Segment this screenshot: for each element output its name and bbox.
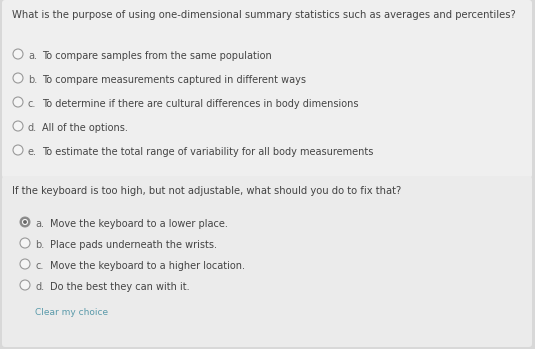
Text: To compare samples from the same population: To compare samples from the same populat…	[42, 51, 272, 61]
Circle shape	[20, 238, 30, 248]
Text: What is the purpose of using one-dimensional summary statistics such as averages: What is the purpose of using one-dimensi…	[12, 10, 516, 20]
Text: d.: d.	[28, 123, 37, 133]
Circle shape	[20, 259, 30, 269]
Circle shape	[13, 73, 23, 83]
Text: Move the keyboard to a lower place.: Move the keyboard to a lower place.	[50, 219, 228, 229]
Text: To estimate the total range of variability for all body measurements: To estimate the total range of variabili…	[42, 147, 373, 157]
Circle shape	[13, 97, 23, 107]
Text: d.: d.	[35, 282, 44, 292]
Text: Place pads underneath the wrists.: Place pads underneath the wrists.	[50, 240, 217, 250]
Text: To determine if there are cultural differences in body dimensions: To determine if there are cultural diffe…	[42, 99, 358, 109]
Text: Do the best they can with it.: Do the best they can with it.	[50, 282, 189, 292]
Text: c.: c.	[28, 99, 36, 109]
Circle shape	[13, 49, 23, 59]
FancyBboxPatch shape	[2, 176, 532, 347]
Text: e.: e.	[28, 147, 37, 157]
Text: If the keyboard is too high, but not adjustable, what should you do to fix that?: If the keyboard is too high, but not adj…	[12, 186, 401, 196]
Circle shape	[20, 217, 30, 227]
Circle shape	[23, 220, 27, 224]
Text: To compare measurements captured in different ways: To compare measurements captured in diff…	[42, 75, 306, 85]
Text: b.: b.	[35, 240, 44, 250]
Text: b.: b.	[28, 75, 37, 85]
Circle shape	[20, 280, 30, 290]
Circle shape	[20, 217, 30, 227]
Text: c.: c.	[35, 261, 43, 271]
Text: All of the options.: All of the options.	[42, 123, 128, 133]
Text: Clear my choice: Clear my choice	[35, 308, 108, 317]
FancyBboxPatch shape	[2, 0, 532, 178]
Text: a.: a.	[35, 219, 44, 229]
Circle shape	[13, 121, 23, 131]
Circle shape	[13, 145, 23, 155]
Circle shape	[22, 219, 28, 225]
Text: Move the keyboard to a higher location.: Move the keyboard to a higher location.	[50, 261, 245, 271]
Text: a.: a.	[28, 51, 37, 61]
